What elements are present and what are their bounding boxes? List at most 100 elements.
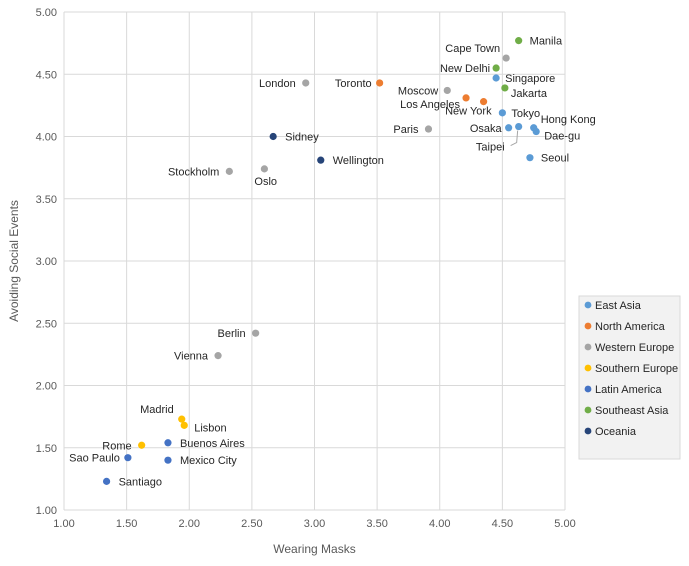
legend-box bbox=[578, 295, 681, 460]
label-tokyo: Tokyo bbox=[511, 108, 540, 120]
x-tick-label: 5.00 bbox=[554, 518, 575, 530]
label-vienna: Vienna bbox=[174, 351, 209, 363]
legend-entry-latin-america: Latin America bbox=[595, 384, 663, 396]
legend-entry-southern-europe: Southern Europe bbox=[595, 363, 678, 375]
point-tokyo bbox=[498, 109, 506, 117]
legend-marker-oceania bbox=[584, 427, 592, 435]
point-london bbox=[302, 79, 310, 87]
point-labels: Singapore Tokyo Hong Kong Dae-gu Osaka Taipei… bbox=[69, 36, 596, 489]
legend-marker-north-america bbox=[584, 322, 592, 330]
y-tick-label: 1.00 bbox=[36, 505, 57, 517]
y-tick-label: 3.00 bbox=[36, 256, 57, 268]
label-sao-paulo: Sao Paulo bbox=[69, 453, 120, 465]
legend: East Asia North America Western Europe Sout… bbox=[578, 295, 681, 460]
label-moscow: Moscow bbox=[398, 85, 438, 97]
legend-entry-western-europe: Western Europe bbox=[595, 342, 674, 354]
point-madrid bbox=[178, 415, 186, 423]
x-tick-label: 4.50 bbox=[492, 518, 513, 530]
point-oslo bbox=[260, 165, 268, 173]
y-axis-title: Avoiding Social Events bbox=[7, 200, 21, 322]
point-lisbon bbox=[180, 421, 188, 429]
y-tick-label: 5.00 bbox=[36, 7, 57, 19]
label-jakarta: Jakarta bbox=[511, 88, 548, 100]
label-mexico-city: Mexico City bbox=[180, 455, 237, 467]
point-sidney bbox=[269, 132, 277, 141]
label-london: London bbox=[259, 78, 296, 90]
point-new-delhi bbox=[492, 64, 500, 72]
point-wellington bbox=[317, 156, 325, 164]
point-berlin bbox=[252, 329, 260, 337]
legend-entry-oceania: Oceania bbox=[595, 426, 637, 438]
x-tick-label: 3.00 bbox=[304, 518, 325, 530]
label-hong-kong: Hong Kong bbox=[541, 114, 596, 126]
label-manila: Manila bbox=[530, 36, 563, 48]
label-taipei: Taipei bbox=[476, 142, 505, 154]
point-dae-gu bbox=[532, 127, 540, 136]
y-tick-label: 4.00 bbox=[36, 132, 57, 144]
point-taipei bbox=[515, 122, 523, 131]
point-stockholm bbox=[225, 167, 233, 175]
label-lisbon: Lisbon bbox=[194, 422, 226, 434]
label-toronto: Toronto bbox=[335, 78, 372, 90]
y-tick-label: 3.50 bbox=[36, 194, 57, 206]
legend-marker-southern-europe bbox=[584, 364, 592, 372]
legend-marker-southeast-asia bbox=[584, 406, 592, 414]
gridlines bbox=[63, 11, 566, 511]
label-wellington: Wellington bbox=[333, 155, 384, 167]
label-new-delhi: New Delhi bbox=[440, 63, 490, 75]
point-new-york bbox=[479, 98, 488, 106]
label-singapore: Singapore bbox=[505, 73, 555, 85]
point-vienna bbox=[214, 352, 222, 360]
label-sidney: Sidney bbox=[285, 132, 319, 144]
point-jakarta bbox=[501, 84, 509, 92]
point-singapore bbox=[492, 74, 500, 82]
point-sao-paulo bbox=[124, 454, 132, 462]
label-osaka: Osaka bbox=[470, 123, 503, 135]
point-moscow bbox=[443, 86, 451, 95]
label-rome: Rome bbox=[102, 440, 131, 452]
label-santiago: Santiago bbox=[119, 476, 162, 488]
label-los-angeles: Los Angeles bbox=[400, 99, 460, 111]
x-axis-title: Wearing Masks bbox=[273, 542, 355, 556]
x-tick-label: 2.00 bbox=[179, 518, 200, 530]
label-paris: Paris bbox=[393, 124, 419, 136]
label-dae-gu: Dae-gu bbox=[544, 131, 580, 143]
y-tick-label: 2.00 bbox=[36, 381, 57, 393]
x-tick-label: 1.00 bbox=[53, 518, 74, 530]
data-points bbox=[102, 37, 540, 485]
legend-marker-east-asia bbox=[584, 301, 592, 309]
label-stockholm: Stockholm bbox=[168, 166, 219, 178]
legend-marker-western-europe bbox=[584, 343, 592, 351]
x-tick-label: 4.00 bbox=[429, 518, 450, 530]
point-mexico-city bbox=[164, 456, 172, 464]
label-buenos-aires: Buenos Aires bbox=[180, 438, 245, 450]
point-seoul bbox=[526, 154, 534, 162]
point-paris bbox=[424, 125, 433, 133]
point-los-angeles bbox=[462, 94, 470, 102]
point-santiago bbox=[102, 477, 111, 485]
label-cape-town: Cape Town bbox=[445, 43, 500, 55]
point-osaka bbox=[505, 124, 513, 132]
point-buenos-aires bbox=[164, 439, 172, 447]
point-manila bbox=[515, 37, 523, 45]
label-berlin: Berlin bbox=[218, 328, 246, 340]
point-toronto bbox=[376, 79, 384, 87]
x-tick-label: 3.50 bbox=[366, 518, 387, 530]
legend-entry-southeast-asia: Southeast Asia bbox=[595, 405, 669, 417]
y-tick-label: 4.50 bbox=[36, 69, 57, 81]
legend-entry-east-asia: East Asia bbox=[595, 300, 642, 312]
y-tick-label: 2.50 bbox=[36, 318, 57, 330]
label-seoul: Seoul bbox=[541, 153, 569, 165]
tick-labels: 1.00 1.50 2.00 2.50 3.00 3.50 4.00 4.50 5.00 1.00… bbox=[36, 7, 576, 530]
x-tick-label: 1.50 bbox=[116, 518, 137, 530]
legend-marker-latin-america bbox=[584, 385, 592, 393]
y-tick-label: 1.50 bbox=[36, 443, 57, 455]
point-rome bbox=[138, 441, 146, 449]
label-oslo: Oslo bbox=[254, 176, 277, 188]
label-new-york: New York bbox=[445, 106, 492, 118]
label-madrid: Madrid bbox=[140, 404, 174, 416]
x-tick-label: 2.50 bbox=[241, 518, 262, 530]
point-cape-town bbox=[502, 54, 510, 62]
leader-line-taipei bbox=[510, 130, 519, 146]
